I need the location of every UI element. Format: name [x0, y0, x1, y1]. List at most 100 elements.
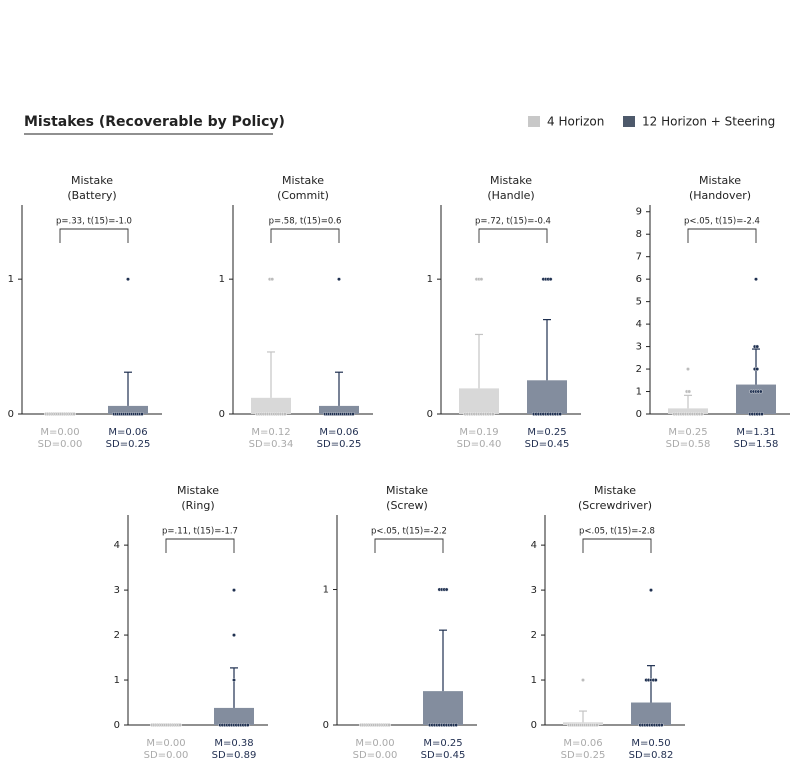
- data-point: [760, 412, 764, 416]
- sd-label: SD=0.00: [38, 439, 83, 450]
- sd-label: SD=0.00: [144, 750, 189, 761]
- mean-label: M=0.50: [631, 738, 670, 749]
- bar: [319, 405, 359, 414]
- sd-label: SD=0.25: [561, 750, 606, 761]
- significance-annotation: p=.33, t(15)=-1.0: [56, 217, 132, 227]
- y-tick-label: 3: [531, 585, 537, 596]
- mean-label: M=0.06: [319, 427, 358, 438]
- y-tick-label: 4: [636, 319, 642, 330]
- bar: [459, 388, 499, 414]
- significance-annotation: p<.05, t(15)=-2.2: [371, 527, 447, 537]
- subplot-title: Mistake: [490, 174, 532, 187]
- significance-bracket: [165, 538, 235, 553]
- data-point: [387, 723, 391, 727]
- y-tick-label: 4: [531, 540, 537, 551]
- sd-label: SD=0.89: [212, 750, 257, 761]
- bar: [214, 707, 254, 725]
- mean-label: M=0.25: [527, 427, 566, 438]
- significance-bracket: [59, 228, 129, 243]
- subplot-title: Mistake: [594, 484, 636, 497]
- y-tick-label: 2: [636, 364, 642, 375]
- mean-label: M=0.38: [214, 738, 253, 749]
- sd-label: SD=0.34: [249, 439, 294, 450]
- data-point: [72, 412, 76, 416]
- mean-label: M=0.00: [146, 738, 185, 749]
- subplot-subtitle: (Ring): [181, 499, 214, 512]
- data-point: [140, 412, 144, 416]
- y-tick-label: 0: [531, 720, 537, 731]
- y-tick-label: 3: [636, 342, 642, 353]
- bar: [631, 702, 671, 725]
- bar: [251, 397, 291, 414]
- data-point: [686, 367, 690, 371]
- data-point: [490, 412, 495, 416]
- data-point: [479, 277, 484, 282]
- data-point: [659, 723, 664, 727]
- data-point: [232, 588, 236, 592]
- y-tick-label: 1: [323, 585, 329, 596]
- significance-bracket: [582, 538, 652, 553]
- legend-label: 4 Horizon: [547, 115, 604, 129]
- data-point: [649, 588, 653, 592]
- data-point: [270, 277, 275, 282]
- y-tick-label: 0: [219, 409, 225, 420]
- sd-label: SD=0.25: [317, 439, 362, 450]
- y-tick-label: 0: [114, 720, 120, 731]
- sd-label: SD=0.82: [629, 750, 674, 761]
- data-point: [758, 389, 763, 394]
- subplot-subtitle: (Battery): [67, 189, 116, 202]
- sd-label: SD=0.45: [525, 439, 570, 450]
- data-point: [687, 389, 692, 394]
- bar: [108, 405, 148, 414]
- y-tick-label: 4: [114, 540, 120, 551]
- y-tick-label: 1: [114, 675, 120, 686]
- sd-label: SD=0.25: [106, 439, 151, 450]
- data-point: [755, 344, 760, 349]
- significance-bracket: [687, 228, 757, 243]
- bar: [527, 380, 567, 414]
- data-point: [581, 678, 585, 682]
- y-tick-label: 1: [427, 274, 433, 285]
- significance-bracket: [374, 538, 444, 553]
- sd-label: SD=0.00: [353, 750, 398, 761]
- mean-label: M=0.00: [355, 738, 394, 749]
- data-point: [232, 678, 236, 682]
- subplot-title: Mistake: [386, 484, 428, 497]
- mean-label: M=1.31: [736, 427, 775, 438]
- y-tick-label: 0: [636, 409, 642, 420]
- data-point: [754, 277, 758, 282]
- mean-label: M=0.06: [108, 427, 147, 438]
- subplot-subtitle: (Commit): [277, 189, 329, 202]
- mean-label: M=0.12: [251, 427, 290, 438]
- mean-label: M=0.00: [40, 427, 79, 438]
- y-tick-label: 1: [636, 387, 642, 398]
- subplot-subtitle: (Screw): [386, 499, 428, 512]
- legend-swatch: [623, 116, 635, 127]
- data-point: [699, 412, 704, 416]
- subplot-title: Mistake: [282, 174, 324, 187]
- mean-label: M=0.06: [563, 738, 602, 749]
- y-tick-label: 0: [427, 409, 433, 420]
- data-point: [245, 723, 250, 727]
- y-tick-label: 8: [636, 229, 642, 240]
- y-tick-label: 0: [8, 409, 14, 420]
- data-point: [351, 412, 355, 416]
- mean-label: M=0.25: [668, 427, 707, 438]
- mean-label: M=0.25: [423, 738, 462, 749]
- data-point: [232, 633, 236, 637]
- subplot-title: Mistake: [71, 174, 113, 187]
- figure-title: Mistakes (Recoverable by Policy): [24, 114, 285, 130]
- y-tick-label: 3: [114, 585, 120, 596]
- y-tick-label: 7: [636, 252, 642, 263]
- subplot-subtitle: (Handover): [689, 189, 751, 202]
- significance-bracket: [478, 228, 548, 243]
- data-point: [755, 367, 760, 371]
- subplot-subtitle: (Screwdriver): [578, 499, 652, 512]
- y-tick-label: 2: [531, 630, 537, 641]
- data-point: [454, 723, 459, 727]
- y-tick-label: 0: [323, 720, 329, 731]
- data-point: [126, 277, 130, 282]
- bar: [668, 408, 708, 414]
- y-tick-label: 1: [8, 274, 14, 285]
